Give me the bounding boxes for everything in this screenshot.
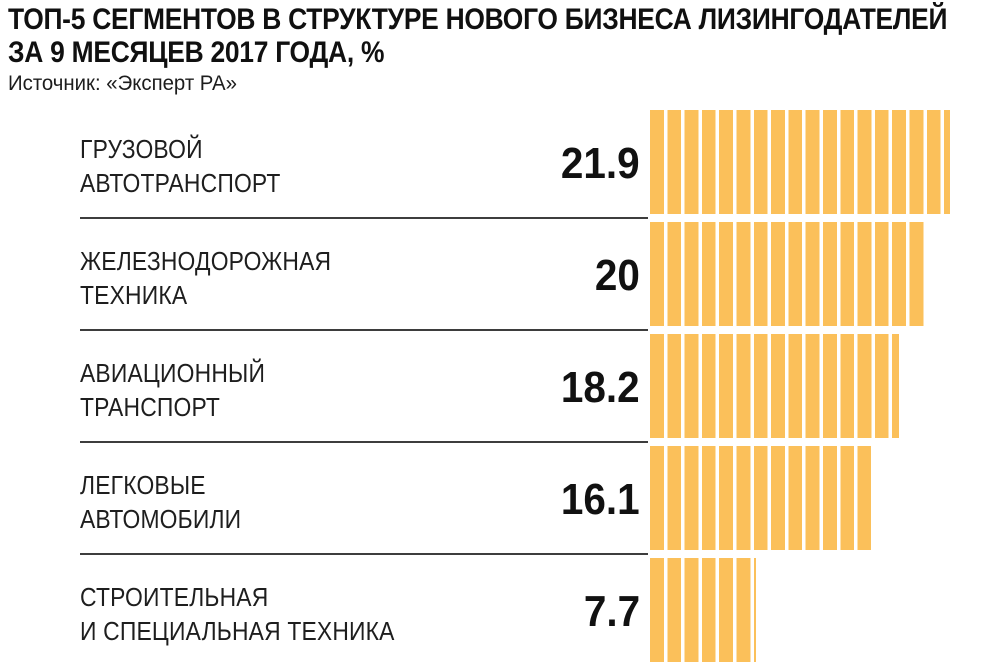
category-label-line-1: АВИАЦИОННЫЙ: [80, 358, 266, 388]
value-label: 18.2: [561, 363, 640, 412]
bar: [650, 558, 756, 662]
value-label: 20: [594, 251, 640, 300]
chart-row: ЖЕЛЕЗНОДОРОЖНАЯ ТЕХНИКА 20: [0, 219, 1000, 331]
chart-row: АВИАЦИОННЫЙ ТРАНСПОРТ 18.2: [0, 331, 1000, 443]
category-label-line-2: ТРАНСПОРТ: [80, 392, 221, 422]
bar: [650, 222, 924, 326]
category-label: ЛЕГКОВЫЕ АВТОМОБИЛИ: [80, 468, 241, 536]
category-label-line-1: ЛЕГКОВЫЕ: [80, 470, 206, 500]
bar: [650, 446, 871, 550]
value-label: 16.1: [561, 475, 640, 524]
chart-row: ГРУЗОВОЙ АВТОТРАНСПОРТ 21.9: [0, 107, 1000, 219]
row-divider: [80, 441, 648, 443]
category-label-line-2: АВТОМОБИЛИ: [80, 504, 242, 534]
bar: [650, 334, 900, 438]
category-label-line-1: ГРУЗОВОЙ: [80, 134, 203, 164]
category-label: ЖЕЛЕЗНОДОРОЖНАЯ ТЕХНИКА: [80, 244, 331, 312]
category-label-line-1: ЖЕЛЕЗНОДОРОЖНАЯ: [80, 246, 332, 276]
category-label: ГРУЗОВОЙ АВТОТРАНСПОРТ: [80, 132, 280, 200]
row-divider: [80, 329, 648, 331]
source-note: Источник: «Эксперт РА»: [8, 72, 237, 95]
chart-rows: ГРУЗОВОЙ АВТОТРАНСПОРТ 21.9 ЖЕЛЕЗНОДОРОЖ…: [0, 107, 1000, 667]
value-label: 21.9: [561, 139, 640, 188]
category-label-line-2: АВТОТРАНСПОРТ: [80, 168, 281, 198]
category-label-line-1: СТРОИТЕЛЬНАЯ: [80, 582, 269, 612]
chart-title-line-2: ЗА 9 МЕСЯЦЕВ 2017 ГОДА, %: [8, 36, 385, 69]
chart-title-line-1: ТОП-5 СЕГМЕНТОВ В СТРУКТУРЕ НОВОГО БИЗНЕ…: [8, 3, 948, 36]
category-label: АВИАЦИОННЫЙ ТРАНСПОРТ: [80, 356, 265, 424]
category-label-line-2: И СПЕЦИАЛЬНАЯ ТЕХНИКА: [80, 616, 395, 646]
bar: [650, 110, 950, 214]
value-label: 7.7: [583, 587, 640, 636]
row-divider: [80, 553, 648, 555]
row-divider: [80, 217, 648, 219]
chart-row: ЛЕГКОВЫЕ АВТОМОБИЛИ 16.1: [0, 443, 1000, 555]
category-label: СТРОИТЕЛЬНАЯ И СПЕЦИАЛЬНАЯ ТЕХНИКА: [80, 580, 395, 648]
category-label-line-2: ТЕХНИКА: [80, 280, 188, 310]
chart-title: ТОП-5 СЕГМЕНТОВ В СТРУКТУРЕ НОВОГО БИЗНЕ…: [8, 3, 947, 69]
chart-row: СТРОИТЕЛЬНАЯ И СПЕЦИАЛЬНАЯ ТЕХНИКА 7.7: [0, 555, 1000, 667]
